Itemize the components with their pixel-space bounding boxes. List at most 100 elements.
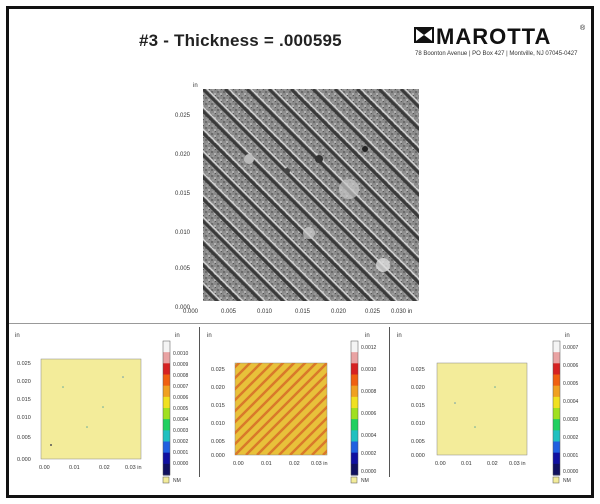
colorbar-segment	[163, 452, 170, 465]
x-tick-label: 0.01	[261, 461, 272, 467]
colorbar-segment	[163, 419, 170, 431]
colorbar-segment	[351, 441, 358, 454]
stripe-line	[235, 363, 252, 380]
stripe-line	[278, 405, 327, 455]
main-plot-y-axis: 0.025 0.020 0.015 0.010 0.005 0.000	[175, 113, 191, 311]
stripe-line	[235, 363, 274, 402]
y-tick-label: 0.025	[175, 113, 191, 119]
x-tick-label: 0.025	[365, 309, 381, 315]
colorbar-segment	[553, 396, 560, 409]
panel-separator	[389, 327, 390, 477]
colorbar-tick-label: 0.0002	[361, 451, 377, 457]
surface-spots	[244, 146, 390, 272]
x-tick-label: 0.02	[487, 461, 498, 467]
stripe-line	[235, 363, 296, 424]
groove-line	[311, 89, 419, 198]
colorbar-tick-label: 0.0005	[563, 381, 579, 387]
groove-highlight	[250, 89, 419, 258]
colorbar-segment	[553, 352, 560, 364]
stripe-line	[245, 372, 327, 455]
nm-legend-label: NM	[361, 478, 369, 484]
stripe-line	[235, 363, 263, 391]
stripe-line	[300, 427, 327, 455]
groove-highlight	[228, 89, 419, 280]
colorbar-unit: in	[565, 333, 570, 339]
colorbar-segment	[163, 385, 170, 398]
groove-line	[203, 174, 330, 301]
colorbar-tick-label: 0.0010	[173, 351, 189, 357]
groove-highlight	[203, 150, 354, 301]
y-tick-label: 0.010	[175, 230, 191, 236]
colorbar-ticks: 0.0007 0.0006 0.0005 0.0004 0.0003 0.000…	[563, 345, 579, 475]
y-tick-label: 0.010	[411, 421, 425, 427]
page-title: #3 - Thickness = .000595	[139, 31, 342, 50]
panel-y-unit: in	[397, 333, 402, 339]
colorbar-unit: in	[175, 333, 180, 339]
stripe-line	[289, 416, 327, 455]
brand-address: 78 Boonton Avenue | PO Box 427 | Montvil…	[415, 51, 578, 57]
colorbar-segment	[163, 374, 170, 387]
nm-legend-swatch	[162, 476, 170, 484]
x-tick-label: 0.010	[257, 309, 273, 315]
colorbar-segment	[351, 352, 358, 364]
groove-highlight	[203, 106, 398, 301]
y-tick-label: 0.005	[17, 435, 31, 441]
thickness-map-panel-1: in 0.025 0.020 0.015 0.010 0.005 0.000 0…	[15, 333, 189, 484]
stripe-line	[235, 363, 241, 369]
colorbar-tick-label: 0.0006	[563, 363, 579, 369]
colorbar-segment	[163, 408, 170, 420]
colorbar-segment	[163, 396, 170, 409]
groove-highlight	[206, 89, 419, 301]
colorbar-segment	[553, 363, 560, 375]
x-tick-label: 0.01	[461, 461, 472, 467]
colorbar-tick-label: 0.0007	[173, 384, 189, 390]
colorbar-segment	[351, 419, 358, 431]
y-tick-label: 0.020	[411, 385, 425, 391]
groove-line	[267, 89, 419, 242]
colorbar-tick-label: 0.0003	[563, 417, 579, 423]
colorbar-segment	[351, 430, 358, 442]
map-stripes	[235, 363, 327, 455]
y-tick-label: 0.015	[211, 403, 225, 409]
colorbar-segment	[163, 352, 170, 364]
report-frame: #3 - Thickness = .000595 MAROTTA ® 78 Bo…	[6, 6, 594, 498]
colorbar-ticks: 0.0012 0.0010 0.0008 0.0006 0.0004 0.000…	[361, 345, 377, 475]
colorbar-segment	[351, 408, 358, 420]
stripe-line	[235, 363, 318, 446]
y-tick-label: 0.010	[17, 415, 31, 421]
groove-line	[333, 89, 419, 176]
y-tick-label: 0.000	[17, 457, 31, 463]
x-tick-label: 0.015	[295, 309, 311, 315]
groove-highlight	[203, 216, 288, 301]
x-tick-label: 0.00	[233, 461, 244, 467]
panel-y-axis: 0.025 0.020 0.015 0.010 0.005 0.000	[211, 367, 225, 459]
groove-highlight	[272, 89, 419, 236]
y-tick-label: 0.010	[211, 421, 225, 427]
colorbar-tick-label: 0.0010	[361, 367, 377, 373]
x-tick-label: 0.020	[331, 309, 347, 315]
panel-y-axis: 0.025 0.020 0.015 0.010 0.005 0.000	[17, 361, 31, 463]
panel-y-unit: in	[207, 333, 212, 339]
colorbar-segment	[163, 441, 170, 454]
colorbar-segment	[351, 385, 358, 398]
thickness-map	[436, 362, 528, 456]
marotta-logo-icon	[414, 27, 434, 43]
section-divider	[9, 323, 591, 324]
colorbar-segment	[553, 408, 560, 420]
y-tick-label: 0.020	[211, 385, 225, 391]
x-tick-label: 0.00	[39, 465, 50, 471]
colorbar-tick-label: 0.0001	[563, 453, 579, 459]
colorbar-tick-label: 0.0005	[173, 406, 189, 412]
x-tick-label: 0.005	[221, 309, 237, 315]
stripe-line	[256, 383, 327, 455]
panel-y-axis: 0.025 0.020 0.015 0.010 0.005 0.000	[411, 367, 425, 459]
x-tick-label: 0.01	[69, 465, 80, 471]
x-tick-label: 0.000	[183, 309, 199, 315]
colorbar-tick-label: 0.0009	[173, 362, 189, 368]
colorbar-tick-label: 0.0012	[361, 345, 377, 351]
x-tick-label: 0.030 in	[391, 309, 412, 315]
map-speckles	[454, 386, 496, 428]
panel-x-axis: 0.00 0.01 0.02 0.03 in	[435, 461, 526, 467]
groove-highlight	[203, 128, 376, 301]
y-tick-label: 0.020	[17, 379, 31, 385]
